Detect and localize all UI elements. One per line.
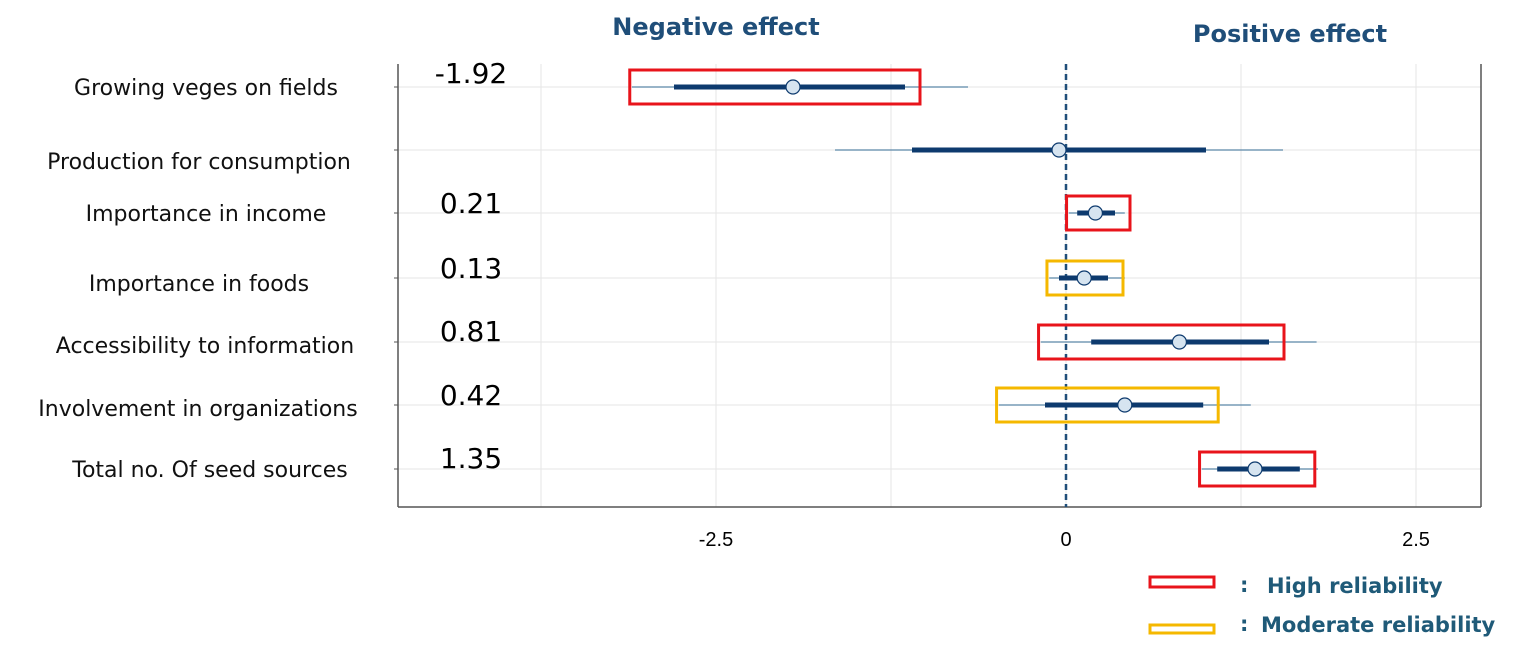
legend: : High reliability : Moderate reliabilit… [1148, 573, 1496, 637]
x-tick-label: 2.5 [1402, 529, 1430, 551]
reliability-box-high [1198, 450, 1317, 488]
legend-high-colon: : [1240, 573, 1248, 597]
point-estimate [1247, 461, 1263, 477]
row-label: Total no. Of seed sources [71, 458, 347, 483]
negative-effect-header: Negative effect [612, 13, 819, 41]
point-estimate [1117, 397, 1133, 413]
row-label: Accessibility to information [56, 334, 354, 359]
point-estimate [1087, 205, 1104, 221]
point-estimate [1171, 334, 1188, 350]
row-label: Production for consumption [47, 150, 351, 175]
reliability-box-moderate [995, 386, 1220, 424]
reliability-box-high [1065, 194, 1132, 232]
x-tick-label: -2.5 [699, 529, 733, 551]
reliability-box-high [628, 68, 922, 106]
legend-moderate-swatch [1148, 623, 1216, 635]
value-label: 1.35 [440, 442, 502, 475]
point-estimate [1076, 270, 1092, 286]
reliability-box-high [1037, 323, 1286, 361]
x-tick-label: 0 [1060, 529, 1071, 551]
row-label: Importance in foods [89, 272, 309, 297]
reliability-box-moderate [1045, 259, 1125, 297]
value-label: 0.13 [440, 252, 502, 285]
positive-effect-header: Positive effect [1193, 20, 1387, 48]
legend-high-swatch [1148, 575, 1216, 589]
value-label: -1.92 [435, 57, 507, 90]
legend-moderate-colon: : [1240, 612, 1248, 636]
point-estimate [785, 79, 801, 95]
row-label: Involvement in organizations [38, 397, 357, 422]
row-label: Growing veges on fields [74, 76, 338, 101]
row-label: Importance in income [86, 202, 327, 227]
point-estimate [1051, 142, 1067, 158]
value-label: 0.21 [440, 187, 502, 220]
plot-area: -2.5 0 2.5 Growing veges on fields -1.92 Prod… [38, 57, 1482, 551]
value-label: 0.81 [440, 315, 502, 348]
value-label: 0.42 [440, 379, 502, 412]
legend-high-label: High reliability [1267, 574, 1443, 598]
legend-moderate-label: Moderate reliability [1261, 613, 1496, 637]
